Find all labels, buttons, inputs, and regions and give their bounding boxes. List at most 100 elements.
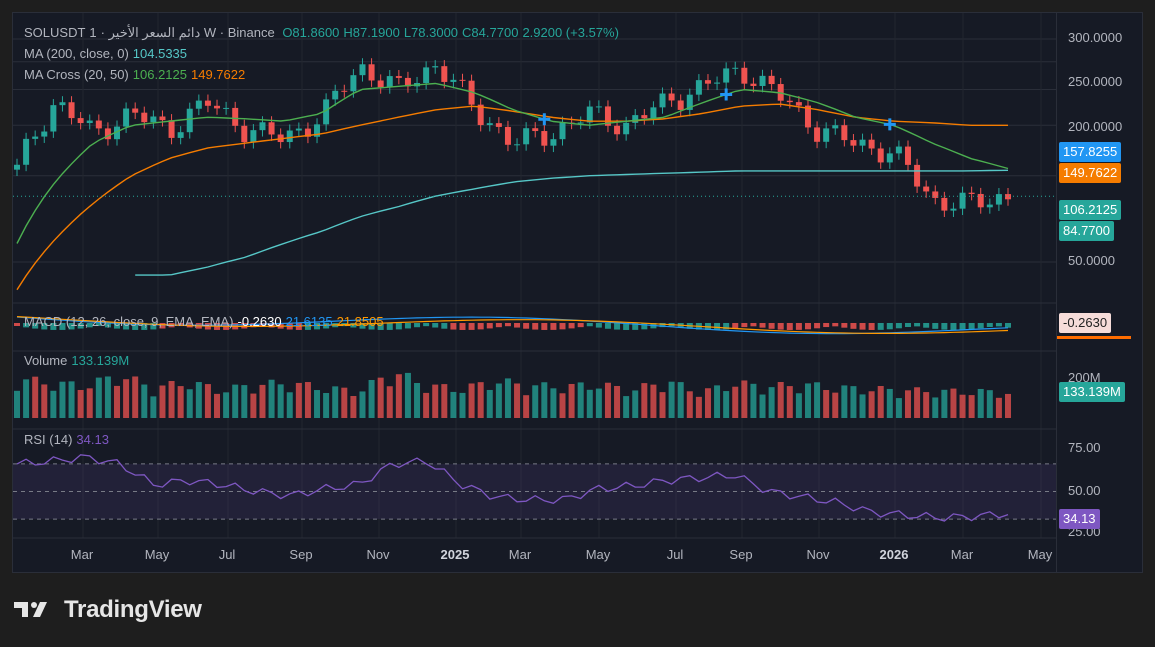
volume-bar xyxy=(195,382,202,418)
macd-legend[interactable]: MACD (12, 26, close, 9, EMA, EMA) -0.2630… xyxy=(24,314,388,329)
macd-histogram-bar xyxy=(141,323,148,330)
candle-body xyxy=(59,102,66,106)
candle-body xyxy=(768,75,775,85)
time-tick: Mar xyxy=(950,547,974,562)
volume-bar xyxy=(650,384,657,418)
candle-body xyxy=(586,106,593,123)
candle-body xyxy=(459,79,466,81)
candle-body xyxy=(550,139,557,146)
candle-body xyxy=(386,76,393,88)
volume-bar xyxy=(377,377,384,418)
time-tick: May xyxy=(1027,547,1053,562)
price-tick: 200.0000 xyxy=(1068,119,1123,134)
macd-histogram-bar xyxy=(932,323,939,329)
candle-body xyxy=(686,94,693,110)
macd-histogram-bar xyxy=(614,323,621,330)
rsi-value: 34.13 xyxy=(76,432,109,447)
time-tick: Sep xyxy=(729,547,753,562)
macd-histogram-bar xyxy=(250,323,257,328)
candle-body xyxy=(841,125,848,141)
macd-histogram-bar xyxy=(468,323,475,330)
candle-body xyxy=(77,118,84,124)
volume-bar xyxy=(795,393,802,418)
candle-body xyxy=(441,66,448,82)
volume-bar xyxy=(95,377,102,418)
time-tick-year: 2026 xyxy=(879,547,909,562)
volume-bar xyxy=(968,395,975,418)
candle-body xyxy=(86,120,93,124)
macd-histogram-bar xyxy=(914,323,921,327)
volume-bar xyxy=(68,381,75,418)
macd-histogram-bar xyxy=(541,323,548,330)
volume-bar xyxy=(214,393,221,418)
volume-bar xyxy=(859,394,866,418)
macd-histogram-bar xyxy=(241,323,248,329)
symbol-legend[interactable]: SOLUSDT 1 · دائم السعر الأخير W · Binance … xyxy=(24,25,623,41)
candle-body xyxy=(41,131,48,137)
rsi-legend[interactable]: RSI (14) 34.13 xyxy=(24,432,113,447)
macd-histogram-bar xyxy=(995,323,1002,327)
candle-body xyxy=(377,80,384,88)
tradingview-logo[interactable]: TradingView xyxy=(14,596,202,624)
candle-body xyxy=(268,122,275,135)
volume-bar xyxy=(1005,393,1011,418)
price-tick: 300.0000 xyxy=(1068,30,1123,45)
candle-body xyxy=(868,139,875,149)
volume-bar xyxy=(323,392,330,418)
volume-bar xyxy=(86,388,93,418)
candle-body xyxy=(668,93,675,101)
volume-bar xyxy=(823,390,830,418)
chart-frame[interactable]: SOLUSDT 1 · دائم السعر الأخير W · Binance … xyxy=(12,12,1057,573)
macd-histogram-bar xyxy=(786,323,793,330)
volume-bar xyxy=(886,388,893,418)
macd-histogram-bar xyxy=(868,323,875,330)
ma200-value: 104.5335 xyxy=(132,46,188,61)
macd-histogram-bar xyxy=(959,323,966,330)
candle-body xyxy=(950,208,957,211)
candle-body xyxy=(577,122,584,124)
macd-histogram-bar xyxy=(577,323,584,328)
volume-bar xyxy=(741,380,748,418)
volume-legend[interactable]: Volume 133.139M xyxy=(24,353,133,368)
price-axis[interactable] xyxy=(1057,12,1143,573)
macd-histogram-bar xyxy=(159,323,166,329)
volume-bar xyxy=(759,394,766,418)
high-value: H87.1900 xyxy=(343,25,400,40)
candle-body xyxy=(32,136,39,139)
macd-histogram-bar xyxy=(32,323,39,329)
volume-bar xyxy=(268,379,275,418)
time-tick: May xyxy=(144,547,170,562)
volume-bar xyxy=(586,389,593,418)
candle-body xyxy=(759,75,766,86)
volume-bar xyxy=(277,384,284,418)
volume-bar xyxy=(604,382,611,418)
volume-bar xyxy=(50,390,57,418)
macd-histogram-bar xyxy=(750,323,757,327)
macd-histogram-bar xyxy=(841,323,848,328)
volume-bar xyxy=(441,384,448,418)
macd-histogram-bar xyxy=(895,323,902,329)
candle-body xyxy=(250,130,257,143)
time-tick-year: 2025 xyxy=(440,547,470,562)
macross-legend[interactable]: MA Cross (20, 50) 106.2125 149.7622 xyxy=(24,67,249,82)
chart-plot[interactable] xyxy=(13,13,1057,573)
volume-bar xyxy=(368,379,375,418)
volume-bar xyxy=(468,383,475,418)
candle-body xyxy=(523,128,530,145)
macd-histogram-bar xyxy=(486,323,493,329)
ma200-legend[interactable]: MA (200, close, 0) 104.5335 xyxy=(24,46,191,61)
volume-bar xyxy=(850,386,857,418)
macd-histogram-bar xyxy=(532,323,539,330)
time-tick: Jul xyxy=(666,547,684,562)
candle-body xyxy=(195,100,202,109)
candle-body xyxy=(359,64,366,76)
macd-histogram-bar xyxy=(514,323,521,328)
macd-histogram-bar xyxy=(550,323,557,330)
close-value: C84.7700 xyxy=(462,25,519,40)
open-value: O81.8600 xyxy=(282,25,340,40)
macd-value: -0.2630 xyxy=(237,314,282,329)
tradingview-wordmark: TradingView xyxy=(64,596,202,623)
volume-bar xyxy=(395,374,402,418)
candle-body xyxy=(223,107,230,109)
macross-value-slow: 149.7622 xyxy=(191,67,246,82)
